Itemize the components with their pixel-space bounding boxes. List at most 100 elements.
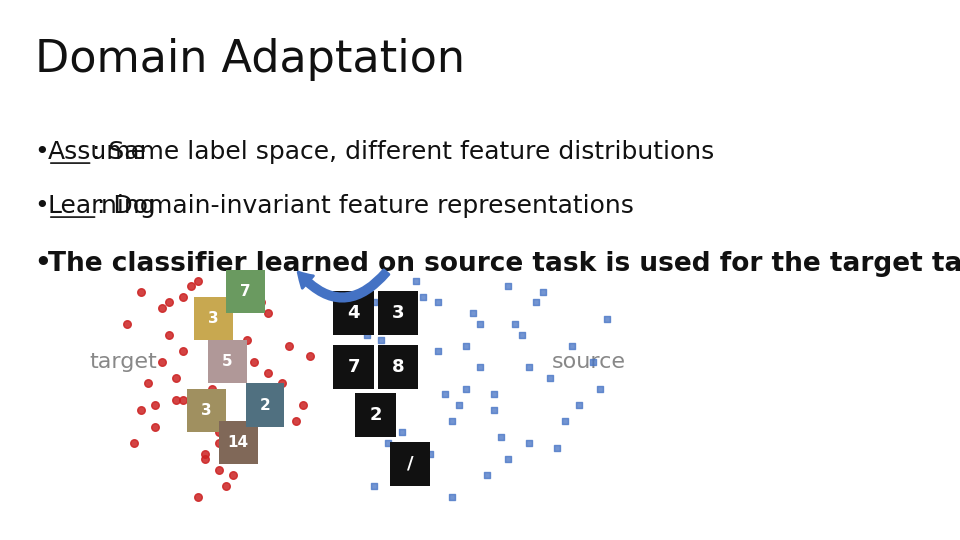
- FancyBboxPatch shape: [355, 393, 396, 437]
- Text: 2: 2: [259, 397, 271, 413]
- Text: Domain Adaptation: Domain Adaptation: [36, 38, 466, 81]
- Point: [169, 374, 184, 382]
- Point: [211, 428, 227, 436]
- Point: [359, 330, 374, 339]
- Point: [472, 363, 488, 372]
- Point: [564, 341, 579, 350]
- Point: [247, 357, 262, 366]
- FancyArrowPatch shape: [299, 270, 389, 301]
- FancyBboxPatch shape: [333, 345, 374, 389]
- Point: [508, 320, 523, 328]
- Point: [500, 282, 516, 291]
- FancyBboxPatch shape: [377, 291, 419, 335]
- Text: 8: 8: [392, 357, 404, 376]
- Text: 5: 5: [223, 354, 233, 369]
- Text: : Domain-invariant feature representations: : Domain-invariant feature representatio…: [97, 194, 635, 218]
- Point: [465, 309, 480, 318]
- Point: [260, 368, 276, 377]
- Text: Assume: Assume: [48, 140, 147, 164]
- Point: [211, 465, 227, 474]
- Point: [161, 298, 177, 307]
- Point: [148, 401, 163, 409]
- Point: [133, 287, 149, 296]
- Point: [133, 406, 149, 415]
- Point: [155, 303, 170, 312]
- Point: [247, 390, 262, 399]
- Text: : Same label space, different feature distributions: : Same label space, different feature di…: [92, 140, 714, 164]
- Point: [169, 395, 184, 404]
- FancyBboxPatch shape: [377, 345, 419, 389]
- Point: [176, 395, 191, 404]
- Point: [571, 401, 587, 409]
- Text: •: •: [36, 140, 58, 164]
- Point: [260, 309, 276, 318]
- Point: [395, 428, 410, 436]
- Text: 3: 3: [208, 311, 219, 326]
- FancyBboxPatch shape: [226, 270, 265, 313]
- Point: [521, 438, 537, 447]
- FancyBboxPatch shape: [390, 442, 430, 486]
- Point: [487, 390, 502, 399]
- Text: 3: 3: [201, 403, 212, 418]
- FancyBboxPatch shape: [194, 297, 233, 340]
- Point: [437, 390, 452, 399]
- Point: [127, 438, 142, 447]
- Text: 7: 7: [348, 357, 360, 376]
- Point: [380, 374, 396, 382]
- Point: [253, 298, 269, 307]
- Point: [275, 379, 290, 388]
- FancyBboxPatch shape: [333, 291, 374, 335]
- FancyBboxPatch shape: [187, 389, 226, 432]
- Text: 4: 4: [348, 303, 360, 322]
- Point: [226, 471, 241, 480]
- Point: [302, 352, 318, 361]
- Point: [204, 384, 220, 393]
- Point: [176, 347, 191, 355]
- Point: [197, 330, 212, 339]
- Point: [373, 336, 389, 345]
- Point: [197, 449, 212, 458]
- Text: 7: 7: [240, 284, 251, 299]
- Point: [592, 384, 608, 393]
- Point: [239, 433, 254, 442]
- Point: [352, 422, 368, 431]
- Point: [458, 341, 473, 350]
- Point: [148, 422, 163, 431]
- Text: /: /: [407, 455, 414, 473]
- Point: [479, 471, 494, 480]
- Point: [253, 417, 269, 426]
- Point: [529, 298, 544, 307]
- FancyBboxPatch shape: [219, 421, 257, 464]
- Point: [211, 438, 227, 447]
- Text: Learning: Learning: [48, 194, 156, 218]
- Point: [388, 357, 403, 366]
- Point: [451, 401, 467, 409]
- Point: [119, 320, 134, 328]
- Text: 3: 3: [392, 303, 404, 322]
- Point: [444, 492, 459, 501]
- Point: [472, 320, 488, 328]
- FancyBboxPatch shape: [208, 340, 247, 383]
- Point: [190, 492, 205, 501]
- Point: [409, 276, 424, 285]
- Point: [599, 314, 614, 323]
- Point: [218, 482, 233, 490]
- Point: [585, 357, 600, 366]
- FancyBboxPatch shape: [246, 383, 284, 427]
- Point: [487, 406, 502, 415]
- Point: [367, 298, 382, 307]
- Point: [542, 374, 558, 382]
- Point: [444, 417, 459, 426]
- Text: 2: 2: [370, 406, 382, 424]
- Point: [218, 347, 233, 355]
- Point: [346, 379, 361, 388]
- Point: [226, 428, 241, 436]
- Text: 14: 14: [228, 435, 249, 450]
- Point: [422, 449, 438, 458]
- Point: [197, 455, 212, 463]
- Point: [268, 384, 283, 393]
- Point: [416, 460, 431, 469]
- Point: [430, 298, 445, 307]
- Point: [155, 357, 170, 366]
- Text: •: •: [36, 251, 61, 277]
